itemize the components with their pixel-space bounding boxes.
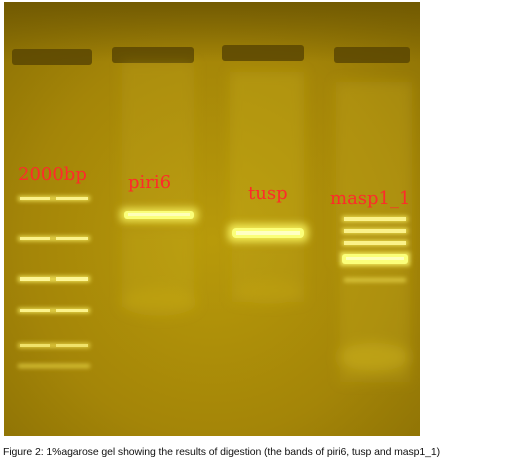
masp1-band xyxy=(344,241,406,245)
lane-label-ladder: 2000bp xyxy=(18,164,87,185)
ladder-band xyxy=(56,309,88,312)
ladder-band xyxy=(56,277,88,281)
gel-electrophoresis-image: 2000bp piri6 tusp masp1_1 xyxy=(4,2,420,436)
ladder-band xyxy=(20,197,50,200)
lane-label-tusp: tusp xyxy=(248,183,288,204)
tusp-lane xyxy=(228,224,308,242)
ladder-band xyxy=(56,237,88,240)
masp1-band xyxy=(344,217,406,221)
ladder-band xyxy=(20,344,50,347)
masp1-band xyxy=(344,229,406,233)
ladder-band xyxy=(20,309,50,312)
piri6-lane xyxy=(120,208,198,222)
figure-caption: Figure 2: 1%agarose gel showing the resu… xyxy=(3,446,441,458)
lane-label-piri6: piri6 xyxy=(128,172,171,193)
ladder-band xyxy=(56,344,88,347)
ladder-band xyxy=(20,277,50,281)
wells xyxy=(12,45,410,65)
ladder-lane xyxy=(18,196,90,368)
ladder-band xyxy=(20,237,50,240)
lane-label-masp1: masp1_1 xyxy=(330,188,410,209)
ladder-band xyxy=(56,197,88,200)
masp1-lane xyxy=(340,216,410,282)
